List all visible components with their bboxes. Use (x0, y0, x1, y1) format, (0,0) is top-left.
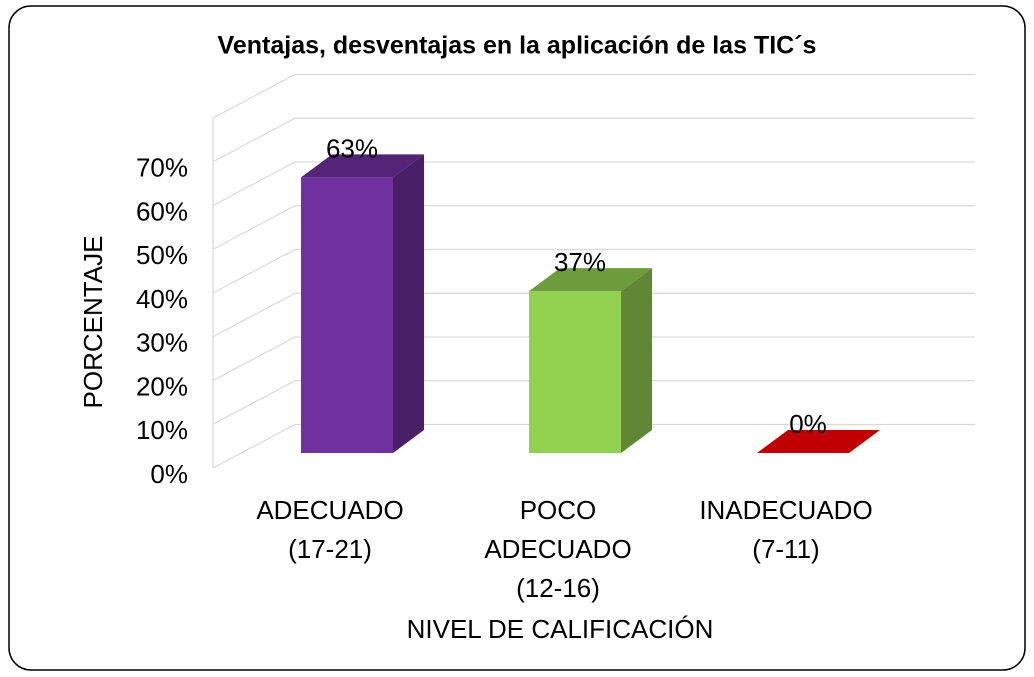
x-tick-label: (17-21) (288, 534, 372, 564)
grid-line (212, 336, 975, 382)
bar-front (301, 177, 393, 453)
value-label: 63% (326, 133, 378, 163)
chart-title: Ventajas, desventajas en la aplicación d… (218, 32, 817, 60)
grid-line (212, 161, 975, 207)
y-tick-label: 50% (136, 240, 188, 270)
grid-line (212, 292, 975, 338)
bar (529, 268, 652, 453)
chart-frame (8, 5, 1026, 671)
bar (301, 154, 424, 453)
y-tick-label: 0% (150, 459, 188, 489)
x-tick-label: ADECUADO (484, 534, 631, 564)
y-tick-label: 70% (136, 153, 188, 183)
y-tick-label: 10% (136, 415, 188, 445)
grid-line (212, 248, 975, 294)
grid-line (212, 117, 975, 163)
x-tick-label: (12-16) (516, 573, 600, 603)
bar-side (393, 154, 424, 453)
bar-side (621, 268, 652, 453)
grid-line (212, 380, 975, 425)
bar-front (529, 291, 621, 453)
value-label: 0% (789, 409, 827, 439)
y-axis-label: PORCENTAJE (78, 236, 108, 409)
y-tick-label: 60% (136, 196, 188, 226)
x-tick-label: INADECUADO (699, 495, 872, 525)
x-tick-label: ADECUADO (256, 495, 403, 525)
bar-top (301, 154, 424, 178)
value-label: 37% (554, 247, 606, 277)
bar (757, 430, 880, 453)
grid-line (212, 205, 975, 250)
grid-line (212, 423, 975, 469)
y-tick-label: 30% (136, 328, 188, 358)
x-tick-label: (7-11) (752, 534, 819, 564)
x-tick-label: POCO (520, 495, 597, 525)
x-axis-label: NIVEL DE CALIFICACIÓN (407, 614, 714, 644)
bar-top (757, 430, 880, 453)
y-tick-label: 40% (136, 284, 188, 314)
y-tick-label: 20% (136, 371, 188, 401)
bar-top (529, 268, 652, 292)
grid-line-top (212, 73, 975, 119)
